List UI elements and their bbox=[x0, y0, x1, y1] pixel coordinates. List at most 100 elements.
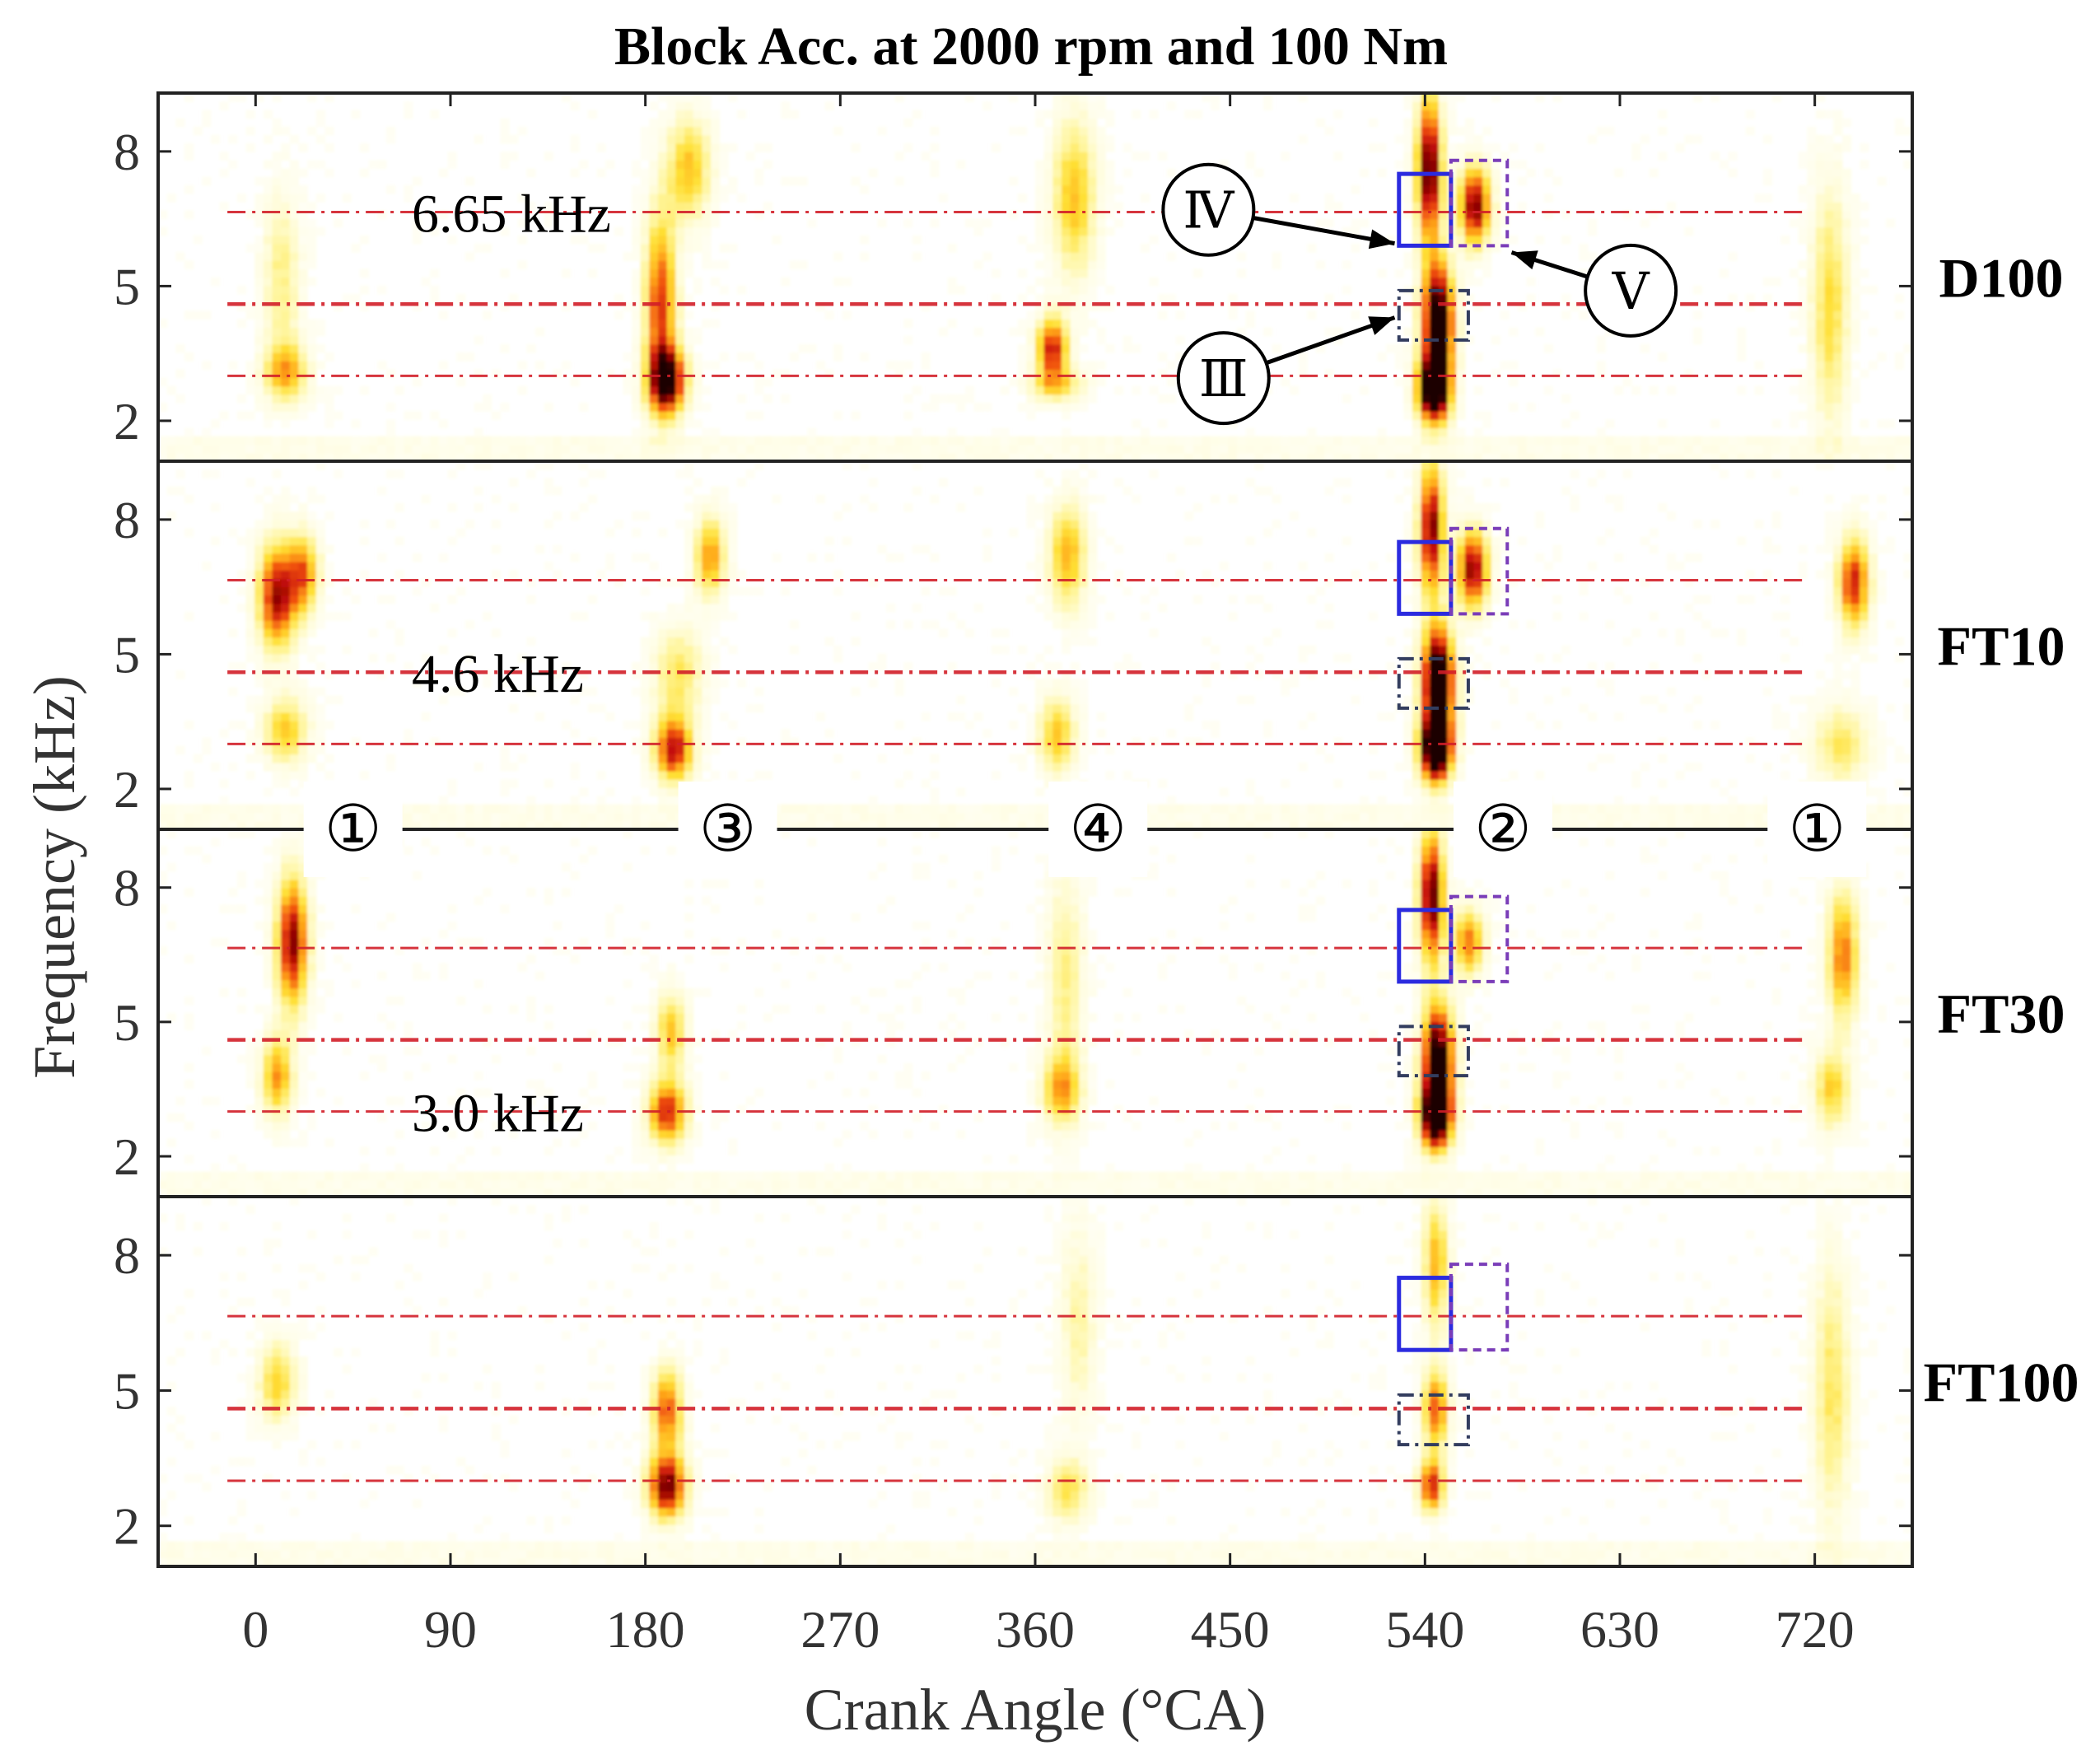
heatmap-cell bbox=[1070, 394, 1080, 404]
heatmap-cell bbox=[789, 110, 800, 119]
heatmap-cell bbox=[1035, 586, 1045, 596]
heatmap-cell bbox=[1061, 553, 1071, 562]
heatmap-cell bbox=[903, 661, 913, 671]
heatmap-cell bbox=[1412, 160, 1422, 170]
heatmap-cell bbox=[763, 202, 773, 211]
heatmap-cell bbox=[1096, 93, 1106, 102]
heatmap-cell bbox=[587, 452, 598, 462]
heatmap-cell bbox=[781, 101, 791, 111]
heatmap-cell bbox=[491, 444, 502, 454]
heatmap-cell bbox=[596, 570, 606, 579]
heatmap-cell bbox=[272, 737, 282, 747]
heatmap-cell bbox=[1368, 436, 1379, 446]
heatmap-cell bbox=[1368, 812, 1379, 822]
heatmap-cell bbox=[860, 252, 870, 261]
heatmap-cell bbox=[1105, 770, 1115, 780]
heatmap-cell bbox=[640, 452, 651, 462]
heatmap-cell bbox=[281, 586, 291, 596]
heatmap-cell bbox=[289, 745, 300, 755]
heatmap-cell bbox=[1473, 578, 1483, 588]
heatmap-cell bbox=[1807, 218, 1817, 228]
heatmap-cell bbox=[947, 452, 957, 462]
heatmap-cell bbox=[1079, 561, 1089, 571]
heatmap-cell bbox=[1079, 202, 1089, 211]
heatmap-cell bbox=[1798, 260, 1808, 270]
heatmap-cell bbox=[1456, 260, 1466, 270]
heatmap-cell bbox=[281, 628, 291, 638]
heatmap-cell bbox=[596, 804, 606, 814]
heatmap-cell bbox=[1850, 202, 1860, 211]
heatmap-cell bbox=[851, 142, 861, 152]
heatmap-cell bbox=[1894, 361, 1905, 370]
heatmap-cell bbox=[658, 670, 668, 679]
heatmap-cell bbox=[368, 160, 378, 170]
heatmap-cell bbox=[272, 712, 282, 721]
heatmap-cell bbox=[1430, 327, 1440, 337]
heatmap-cell bbox=[623, 812, 632, 822]
heatmap-cell bbox=[1622, 595, 1632, 604]
heatmap-cell bbox=[675, 419, 685, 429]
heatmap-cell bbox=[1403, 520, 1413, 529]
heatmap-cell bbox=[1860, 444, 1869, 454]
heatmap-cell bbox=[1272, 436, 1281, 446]
heatmap-cell bbox=[666, 687, 677, 697]
heatmap-cell bbox=[675, 285, 685, 295]
heatmap-cell bbox=[1447, 762, 1457, 772]
heatmap-cell bbox=[1771, 452, 1781, 462]
heatmap-cell bbox=[1438, 385, 1449, 395]
heatmap-cell bbox=[263, 176, 273, 186]
heatmap-cell bbox=[1815, 268, 1826, 278]
heatmap-cell bbox=[1026, 394, 1036, 404]
heatmap-cell bbox=[158, 210, 168, 220]
heatmap-cell bbox=[693, 561, 702, 571]
heatmap-cell bbox=[1719, 804, 1729, 814]
heatmap-cell bbox=[517, 235, 527, 245]
heatmap-cell bbox=[684, 754, 694, 763]
heatmap-cell bbox=[307, 544, 317, 554]
heatmap-cell bbox=[1289, 820, 1300, 830]
heatmap-cell bbox=[1552, 369, 1562, 379]
heatmap-cell bbox=[1833, 411, 1843, 420]
heatmap-cell bbox=[649, 126, 659, 136]
heatmap-cell bbox=[228, 820, 238, 830]
heatmap-cell bbox=[254, 319, 264, 329]
heatmap-cell bbox=[553, 570, 562, 579]
heatmap-cell bbox=[1394, 352, 1404, 362]
heatmap-cell bbox=[193, 444, 203, 454]
heatmap-cell bbox=[1070, 745, 1080, 755]
heatmap-cell bbox=[1254, 486, 1264, 496]
heatmap-cell bbox=[640, 586, 651, 596]
heatmap-cell bbox=[640, 134, 651, 144]
heatmap-cell bbox=[1447, 452, 1457, 462]
heatmap-cell bbox=[1815, 277, 1826, 287]
heatmap-cell bbox=[315, 611, 326, 621]
heatmap-cell bbox=[710, 578, 721, 588]
heatmap-cell bbox=[930, 770, 940, 780]
heatmap-cell bbox=[570, 101, 580, 111]
heatmap-cell bbox=[1035, 787, 1045, 797]
heatmap-cell bbox=[1438, 812, 1449, 822]
heatmap-cell bbox=[289, 235, 300, 245]
heatmap-cell bbox=[298, 319, 308, 329]
heatmap-cell bbox=[421, 820, 431, 830]
heatmap-cell bbox=[1456, 603, 1466, 613]
heatmap-cell bbox=[702, 235, 712, 245]
heatmap-cell bbox=[1175, 310, 1185, 320]
heatmap-cell bbox=[640, 260, 651, 270]
heatmap-cell bbox=[675, 469, 685, 479]
heatmap-cell bbox=[307, 343, 317, 353]
heatmap-cell bbox=[1438, 319, 1449, 329]
heatmap-cell bbox=[1430, 712, 1440, 721]
heatmap-cell bbox=[1421, 679, 1430, 688]
heatmap-cell bbox=[254, 570, 264, 579]
heatmap-cell bbox=[263, 369, 273, 379]
heatmap-cell bbox=[1421, 361, 1430, 370]
heatmap-cell bbox=[1675, 637, 1685, 646]
heatmap-cell bbox=[860, 184, 870, 194]
heatmap-cell bbox=[1394, 804, 1404, 814]
heatmap-cell bbox=[675, 327, 685, 337]
heatmap-cell bbox=[1798, 343, 1808, 353]
heatmap-cell bbox=[632, 335, 642, 345]
heatmap-cell bbox=[281, 687, 291, 697]
heatmap-cell bbox=[175, 469, 185, 479]
